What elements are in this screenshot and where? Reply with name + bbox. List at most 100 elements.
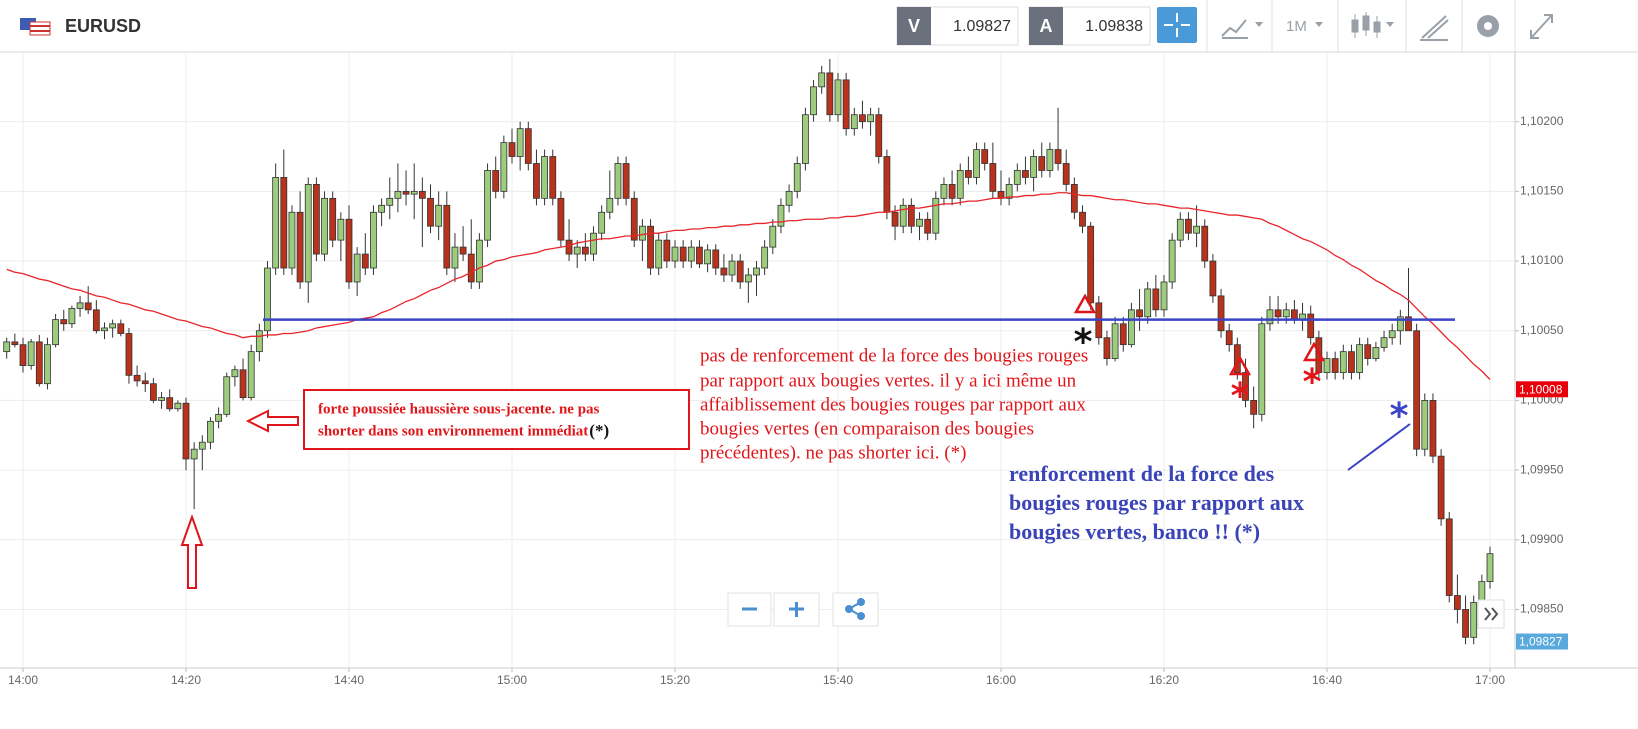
timeframe[interactable]: 1M — [1286, 18, 1307, 35]
candle-body — [475, 239, 483, 283]
candle-body — [810, 86, 817, 116]
candle-body — [35, 341, 43, 385]
candle-body — [997, 190, 1005, 199]
y-tick-label: 1,10200 — [1520, 114, 1564, 128]
candle-body — [1388, 330, 1396, 339]
sell-label: V — [908, 16, 920, 36]
candle-body — [1405, 316, 1412, 332]
candle-body — [940, 183, 948, 199]
candle-body — [956, 170, 964, 199]
candle-body — [981, 149, 989, 164]
candle-body — [630, 197, 638, 241]
price-tag-label: 1,09827 — [1519, 635, 1563, 649]
annotation-text: (*) — [589, 421, 609, 440]
candle-body — [1070, 183, 1078, 213]
annotation-text: pas de renforcement de la force des boug… — [700, 345, 1088, 366]
triangle-marker — [1073, 293, 1097, 314]
candle-body — [671, 246, 679, 262]
share-icon — [845, 598, 865, 620]
annotation-text: bougies vertes (en comparaison des bougi… — [700, 418, 1034, 439]
share-button[interactable] — [832, 592, 879, 627]
candle-body — [785, 190, 793, 206]
candle-body — [1185, 218, 1192, 234]
candle-body — [859, 114, 866, 123]
candle-body — [533, 163, 540, 199]
buy-tag — [1029, 7, 1063, 45]
candle-body — [989, 163, 997, 192]
y-tick-label: 1,09900 — [1520, 532, 1564, 546]
candle-body — [418, 190, 426, 199]
flag — [20, 18, 51, 36]
settings-button[interactable] — [1477, 15, 1499, 37]
candle-body — [573, 246, 581, 255]
candle-body — [182, 402, 190, 460]
candle-body — [1413, 330, 1421, 450]
candle-body — [1364, 344, 1372, 360]
candle-body — [720, 267, 728, 276]
candle-body — [1445, 518, 1453, 596]
candle-body — [198, 441, 206, 450]
candle-body — [1250, 400, 1258, 415]
candle-body — [639, 225, 646, 241]
price-tag — [1516, 381, 1568, 398]
asterisk-marker: * — [1231, 376, 1250, 417]
candle-body — [272, 177, 280, 269]
candle-body — [92, 309, 100, 332]
candle-body — [1209, 260, 1217, 297]
sell-price: 1.09827 — [953, 18, 1011, 35]
x-tick-label: 14:40 — [334, 673, 364, 687]
candle-body — [916, 218, 923, 227]
zoom-in-icon — [789, 602, 804, 617]
candle-body — [736, 260, 744, 283]
candle-body — [1079, 211, 1086, 227]
candle-body — [459, 246, 467, 255]
triangle-marker — [1302, 341, 1326, 362]
candle-body — [867, 114, 874, 123]
candle-body — [247, 351, 255, 399]
sell-tag — [897, 7, 931, 45]
candle-body — [329, 197, 337, 241]
candle-body — [1396, 316, 1404, 332]
candle-body — [1217, 295, 1225, 332]
candle-body — [1331, 358, 1339, 373]
candle-body — [312, 183, 320, 255]
x-tick-label: 14:20 — [171, 673, 201, 687]
candle-body — [932, 197, 940, 234]
candle-body — [1478, 581, 1486, 603]
candle-body — [109, 323, 117, 329]
candle-body — [1176, 218, 1184, 241]
candle-body — [125, 333, 133, 376]
candle-body — [524, 128, 532, 164]
indicator-button[interactable] — [1221, 19, 1263, 39]
candle-body — [1282, 309, 1290, 318]
crosshair-button[interactable] — [1157, 7, 1197, 43]
draw-button[interactable] — [1420, 15, 1449, 41]
candle-body — [1225, 330, 1233, 346]
candle-body — [1486, 553, 1494, 582]
grid: 1,098501,099001,099501,100001,100501,101… — [0, 52, 1564, 687]
asterisk-marker: * — [1303, 362, 1322, 403]
annotation-text: bougies vertes, banco !! (*) — [1009, 519, 1260, 544]
candle-body — [1258, 323, 1266, 415]
header-bg — [0, 0, 1638, 52]
candle-body — [1429, 400, 1437, 457]
candle-body — [1274, 309, 1282, 318]
candle-body — [744, 274, 752, 283]
y-tick-label: 1,10100 — [1520, 253, 1564, 267]
candle-body — [264, 267, 271, 332]
annotation-pointer — [1347, 423, 1411, 471]
candle-body — [27, 341, 35, 366]
candle-body — [296, 211, 304, 283]
candle-body — [1128, 309, 1135, 346]
candle-body — [207, 420, 214, 443]
candle-body — [753, 267, 760, 276]
candle-body — [223, 376, 231, 415]
candle-body — [590, 232, 597, 255]
fullscreen-button[interactable] — [1530, 14, 1553, 39]
candle-body — [1437, 455, 1445, 520]
chart-type-button[interactable] — [1351, 12, 1394, 38]
buy-label: A — [1040, 16, 1053, 36]
candle-body — [1152, 288, 1160, 311]
candle-body — [728, 260, 736, 276]
